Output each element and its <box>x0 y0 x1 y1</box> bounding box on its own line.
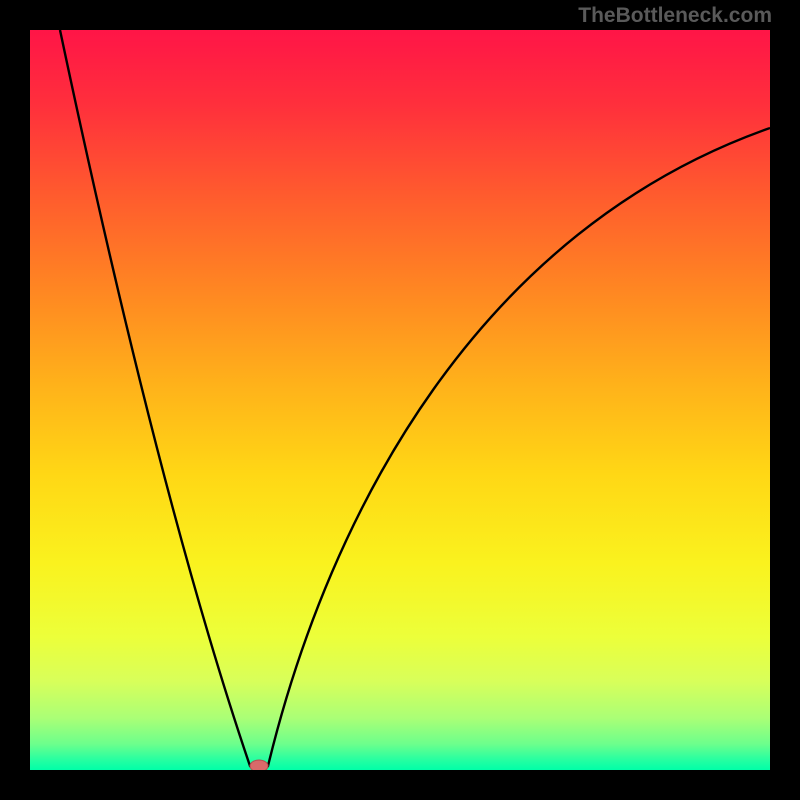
chart-svg <box>0 0 800 800</box>
bottleneck-chart: TheBottleneck.com <box>0 0 800 800</box>
plot-background <box>30 30 770 770</box>
watermark-text: TheBottleneck.com <box>578 4 772 28</box>
optimum-marker <box>250 760 268 772</box>
